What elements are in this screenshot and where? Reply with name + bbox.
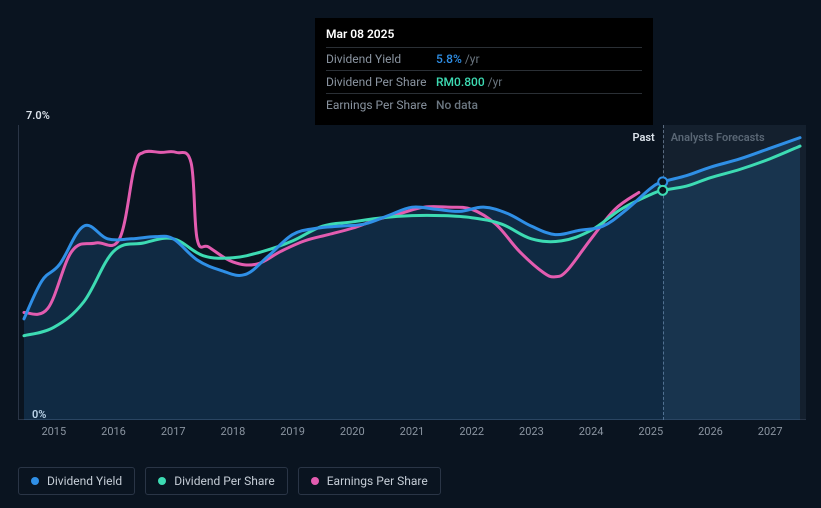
tooltip-row: Dividend Per ShareRM0.800/yr [326,71,642,94]
tooltip-row: Dividend Yield5.8%/yr [326,48,642,71]
chart-svg [18,125,806,420]
legend-dot-icon [158,477,166,485]
x-tick: 2018 [221,425,246,438]
series-marker [658,186,667,195]
tooltip-row-value: RM0.800 [436,75,485,89]
x-tick: 2024 [579,425,604,438]
series-area [24,138,800,420]
tooltip-row-value: No data [436,98,478,112]
legend-item[interactable]: Earnings Per Share [298,467,441,495]
legend-dot-icon [31,477,39,485]
legend-label: Dividend Yield [47,474,122,488]
x-tick: 2016 [101,425,126,438]
x-tick: 2023 [519,425,544,438]
tooltip-row-unit: /yr [488,75,503,89]
tooltip-row-label: Dividend Yield [326,52,436,66]
legend: Dividend Yield Dividend Per Share Earnings… [18,467,441,495]
tooltip-row-label: Earnings Per Share [326,98,436,112]
tooltip-date: Mar 08 2025 [326,27,642,48]
tooltip-row-value: 5.8% [436,52,462,66]
x-tick: 2027 [758,425,783,438]
tooltip-row-unit: /yr [465,52,480,66]
y-axis-top-label: 7.0% [26,109,50,122]
legend-item[interactable]: Dividend Yield [18,467,135,495]
chart-tooltip: Mar 08 2025 Dividend Yield5.8%/yrDividen… [315,18,653,125]
legend-label: Earnings Per Share [327,474,428,488]
chart-area: 7.0% 0% Past Analysts Forecasts 20152016… [18,100,806,450]
x-tick: 2022 [459,425,484,438]
tooltip-row: Earnings Per ShareNo data [326,94,642,116]
legend-label: Dividend Per Share [174,474,275,488]
x-tick: 2025 [638,425,663,438]
legend-item[interactable]: Dividend Per Share [145,467,288,495]
plot-region[interactable]: Past Analysts Forecasts [18,125,806,420]
legend-dot-icon [311,477,319,485]
x-tick: 2017 [161,425,186,438]
x-axis: 2015 2016 2017 2018 2019 2020 2021 2022 2023 2024… [18,425,806,445]
x-tick: 2019 [280,425,305,438]
x-tick: 2020 [340,425,365,438]
x-tick: 2015 [41,425,66,438]
x-tick: 2026 [698,425,723,438]
tooltip-row-label: Dividend Per Share [326,75,436,89]
x-tick: 2021 [400,425,425,438]
